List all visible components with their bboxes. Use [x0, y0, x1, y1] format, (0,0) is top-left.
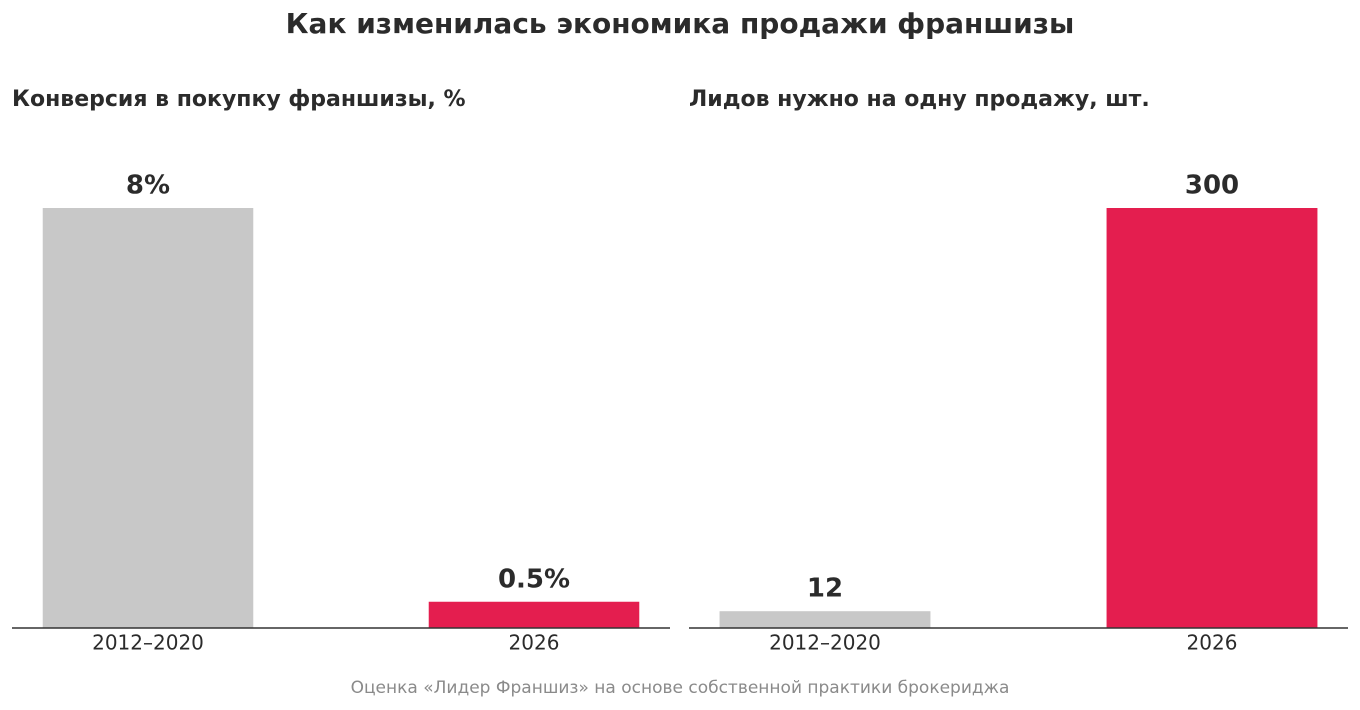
footnote: Оценка «Лидер Франшиз» на основе собстве… — [351, 678, 1010, 698]
value-label: 8% — [126, 171, 170, 201]
bar — [1106, 208, 1318, 628]
x-tick-label: 2012–2020 — [92, 631, 204, 655]
value-label: 0.5% — [498, 564, 570, 594]
bar — [42, 208, 254, 628]
x-tick-label: 2026 — [509, 631, 560, 655]
value-label: 12 — [807, 574, 843, 604]
chart-title: Как изменилась экономика продажи франшиз… — [286, 7, 1075, 40]
value-label: 300 — [1185, 171, 1239, 201]
bar — [719, 611, 931, 628]
x-tick-label: 2026 — [1187, 631, 1238, 655]
panel-title: Лидов нужно на одну продажу, шт. — [689, 87, 1150, 112]
panel-title: Конверсия в покупку франшизы, % — [12, 87, 466, 112]
bar — [428, 601, 640, 628]
x-tick-label: 2012–2020 — [769, 631, 881, 655]
